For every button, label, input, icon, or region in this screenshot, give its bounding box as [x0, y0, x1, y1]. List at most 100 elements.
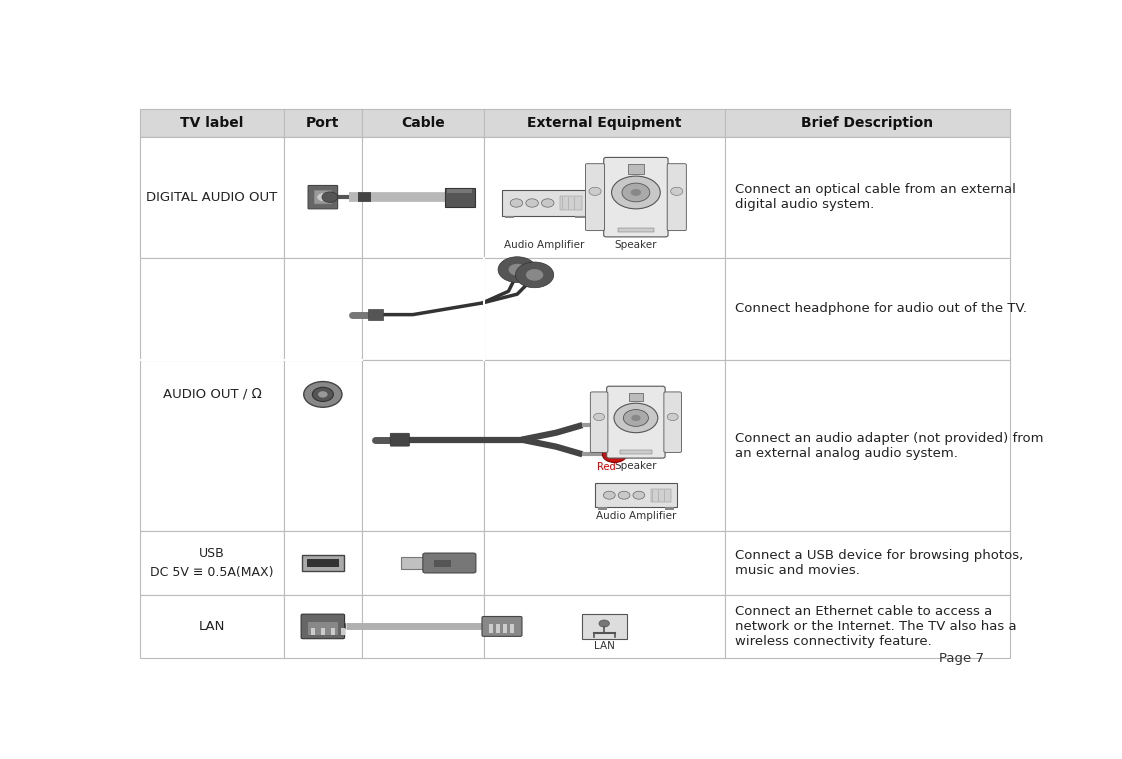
- Bar: [484, 137, 725, 257]
- Bar: [496, 624, 500, 634]
- Bar: [509, 624, 514, 634]
- Bar: [368, 310, 384, 320]
- Text: Port: Port: [306, 115, 340, 130]
- FancyBboxPatch shape: [482, 616, 522, 636]
- Bar: [307, 622, 338, 635]
- Circle shape: [611, 176, 660, 209]
- Circle shape: [603, 417, 627, 433]
- Bar: [140, 595, 284, 658]
- Bar: [484, 595, 725, 658]
- Circle shape: [633, 491, 645, 499]
- Circle shape: [304, 382, 342, 408]
- Circle shape: [589, 187, 601, 195]
- Circle shape: [318, 194, 328, 200]
- Text: Connect an Ethernet cable to access a
network or the Internet. The TV also has a: Connect an Ethernet cable to access a ne…: [735, 605, 1017, 648]
- Bar: [284, 360, 362, 531]
- Bar: [284, 109, 362, 137]
- Bar: [321, 628, 324, 635]
- Text: Audio Amplifier: Audio Amplifier: [505, 240, 585, 250]
- Text: Page 7: Page 7: [939, 652, 984, 665]
- Circle shape: [515, 262, 554, 288]
- Circle shape: [508, 264, 526, 276]
- Bar: [362, 109, 484, 137]
- Bar: [362, 595, 484, 658]
- Bar: [402, 556, 425, 569]
- Circle shape: [668, 413, 678, 420]
- Circle shape: [498, 257, 536, 282]
- Bar: [725, 531, 1010, 595]
- Circle shape: [622, 183, 650, 202]
- Bar: [302, 556, 343, 571]
- Circle shape: [526, 199, 539, 207]
- Bar: [284, 531, 362, 595]
- FancyBboxPatch shape: [607, 386, 665, 458]
- Bar: [502, 191, 588, 216]
- Circle shape: [318, 391, 328, 398]
- Bar: [362, 360, 484, 531]
- Text: USB: USB: [199, 547, 224, 560]
- Circle shape: [526, 269, 543, 281]
- Bar: [596, 483, 677, 507]
- Bar: [362, 531, 484, 595]
- Circle shape: [604, 491, 615, 499]
- Text: LAN: LAN: [199, 620, 226, 633]
- Bar: [140, 137, 284, 257]
- Text: Connect an audio adapter (not provided) from
an external analog audio system.: Connect an audio adapter (not provided) …: [735, 432, 1043, 459]
- Circle shape: [618, 491, 629, 499]
- Text: TV label: TV label: [181, 115, 243, 130]
- Text: Speaker: Speaker: [615, 240, 657, 250]
- Circle shape: [312, 387, 333, 402]
- Bar: [576, 216, 585, 219]
- Circle shape: [609, 421, 619, 429]
- Bar: [725, 137, 1010, 257]
- Bar: [284, 137, 362, 257]
- Circle shape: [614, 403, 657, 433]
- Text: External Equipment: External Equipment: [527, 115, 681, 130]
- Bar: [331, 628, 334, 635]
- Bar: [362, 137, 484, 257]
- Bar: [362, 137, 484, 257]
- Bar: [140, 109, 284, 137]
- Text: Speaker: Speaker: [615, 461, 657, 471]
- Bar: [725, 137, 1010, 257]
- Bar: [448, 189, 472, 194]
- Bar: [725, 360, 1010, 531]
- Bar: [484, 531, 725, 595]
- Text: AUDIO OUT / Ω: AUDIO OUT / Ω: [163, 388, 261, 401]
- Text: DC 5V ≡ 0.5A(MAX): DC 5V ≡ 0.5A(MAX): [150, 566, 274, 579]
- Bar: [140, 531, 284, 595]
- Bar: [664, 507, 673, 509]
- Circle shape: [671, 187, 683, 195]
- Text: Connect a USB device for browsing photos,
music and movies.: Connect a USB device for browsing photos…: [735, 549, 1023, 577]
- Text: Brief Description: Brief Description: [801, 115, 934, 130]
- Bar: [505, 216, 514, 219]
- FancyBboxPatch shape: [314, 191, 331, 204]
- Bar: [484, 109, 725, 137]
- Bar: [434, 559, 451, 566]
- Bar: [284, 137, 362, 257]
- Circle shape: [624, 410, 649, 427]
- FancyBboxPatch shape: [664, 392, 681, 452]
- Bar: [725, 595, 1010, 658]
- FancyBboxPatch shape: [423, 553, 476, 573]
- FancyBboxPatch shape: [301, 614, 344, 638]
- Circle shape: [599, 620, 609, 627]
- Bar: [725, 109, 1010, 137]
- Bar: [581, 614, 627, 638]
- Bar: [484, 137, 725, 257]
- Bar: [484, 257, 725, 360]
- Bar: [444, 187, 475, 206]
- Circle shape: [603, 446, 627, 462]
- Circle shape: [631, 189, 641, 196]
- Circle shape: [609, 451, 619, 458]
- Bar: [651, 489, 671, 502]
- FancyBboxPatch shape: [586, 164, 605, 231]
- Text: DIGITAL AUDIO OUT: DIGITAL AUDIO OUT: [146, 191, 277, 203]
- Circle shape: [542, 199, 554, 207]
- Bar: [311, 628, 314, 635]
- Bar: [140, 137, 284, 257]
- Bar: [628, 392, 643, 401]
- Bar: [307, 559, 339, 567]
- Text: LAN: LAN: [594, 641, 615, 651]
- Bar: [503, 624, 507, 634]
